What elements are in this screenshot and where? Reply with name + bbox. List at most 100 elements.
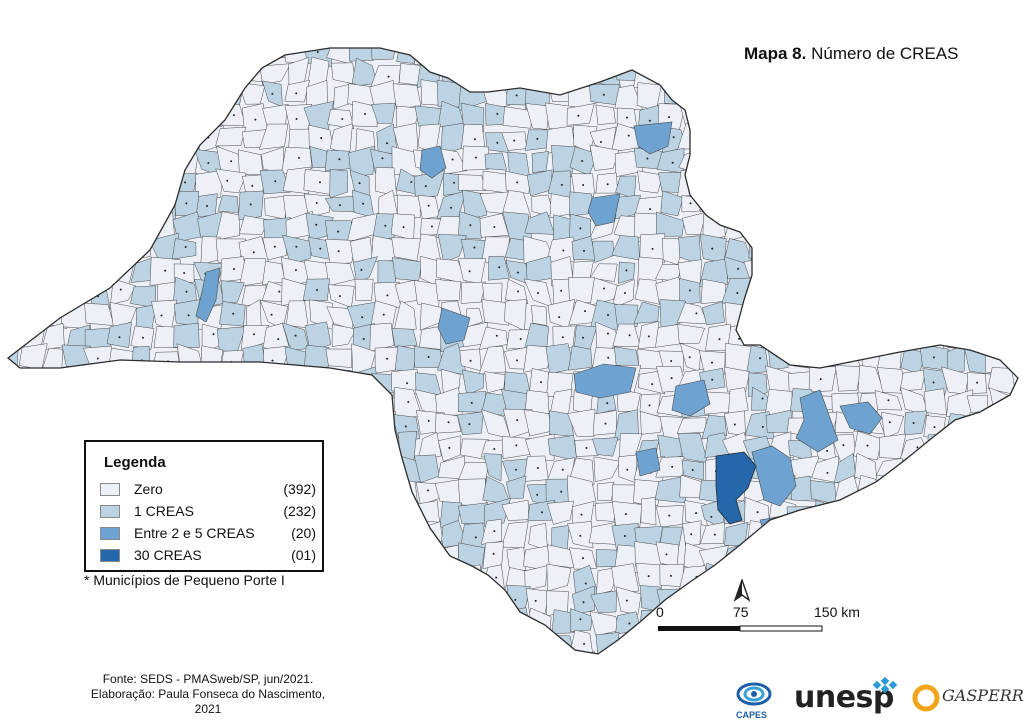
small-municipality-marker bbox=[363, 112, 366, 115]
small-municipality-marker bbox=[579, 534, 582, 537]
municipality bbox=[766, 279, 794, 307]
small-municipality-marker bbox=[339, 449, 342, 452]
small-municipality-marker bbox=[846, 598, 849, 601]
municipality bbox=[39, 48, 66, 67]
small-municipality-marker bbox=[341, 668, 343, 670]
municipality bbox=[744, 130, 770, 153]
small-municipality-marker bbox=[448, 582, 451, 585]
municipality bbox=[919, 301, 949, 332]
municipality bbox=[1009, 501, 1018, 525]
small-municipality-marker bbox=[932, 337, 935, 340]
municipality bbox=[196, 58, 224, 89]
municipality bbox=[566, 103, 595, 126]
municipality bbox=[965, 477, 992, 504]
small-municipality-marker bbox=[10, 70, 13, 73]
small-municipality-marker bbox=[583, 666, 585, 668]
municipality bbox=[900, 194, 928, 216]
municipality bbox=[105, 80, 137, 110]
municipality bbox=[921, 653, 950, 654]
municipality bbox=[40, 80, 71, 105]
municipality bbox=[350, 608, 379, 640]
municipality bbox=[505, 278, 529, 305]
legend-count: (232) bbox=[283, 503, 316, 519]
municipality bbox=[990, 284, 1017, 304]
small-municipality-marker bbox=[271, 92, 274, 95]
municipality bbox=[876, 327, 907, 350]
small-municipality-marker bbox=[516, 419, 519, 422]
small-municipality-marker bbox=[51, 531, 54, 534]
municipality bbox=[64, 106, 88, 129]
small-municipality-marker bbox=[516, 181, 519, 184]
small-municipality-marker bbox=[1019, 74, 1021, 76]
municipality bbox=[813, 192, 839, 220]
municipality bbox=[633, 48, 665, 66]
small-municipality-marker bbox=[316, 288, 319, 291]
municipality bbox=[106, 321, 132, 348]
municipality bbox=[86, 167, 114, 198]
small-municipality-marker bbox=[690, 533, 693, 536]
small-municipality-marker bbox=[935, 94, 938, 97]
small-municipality-marker bbox=[534, 599, 537, 602]
small-municipality-marker bbox=[230, 160, 233, 163]
municipality bbox=[329, 477, 357, 507]
small-municipality-marker bbox=[361, 316, 364, 319]
municipality-2-to-5-creas bbox=[419, 145, 447, 179]
small-municipality-marker bbox=[670, 377, 673, 380]
municipality bbox=[461, 369, 485, 396]
small-municipality-marker bbox=[605, 74, 608, 77]
gasperr-logo: GASPERR bbox=[912, 684, 1024, 717]
municipality bbox=[90, 189, 111, 221]
small-municipality-marker bbox=[934, 488, 937, 491]
municipality bbox=[989, 305, 1015, 330]
municipality bbox=[941, 630, 972, 654]
small-municipality-marker bbox=[761, 397, 764, 400]
municipality bbox=[876, 60, 905, 89]
municipality bbox=[1012, 343, 1018, 376]
small-municipality-marker bbox=[887, 180, 890, 183]
small-municipality-marker bbox=[274, 180, 277, 183]
municipality bbox=[325, 239, 356, 265]
municipality bbox=[241, 636, 270, 654]
municipality bbox=[42, 564, 70, 588]
municipality bbox=[8, 105, 21, 132]
small-municipality-marker bbox=[161, 401, 164, 404]
municipality bbox=[129, 151, 154, 177]
municipality bbox=[901, 257, 924, 284]
small-municipality-marker bbox=[844, 161, 847, 164]
municipality bbox=[21, 680, 47, 703]
small-municipality-marker bbox=[316, 50, 319, 53]
municipality bbox=[919, 528, 952, 545]
municipality bbox=[922, 79, 951, 108]
small-municipality-marker bbox=[935, 73, 938, 76]
small-municipality-marker bbox=[360, 268, 363, 271]
municipality bbox=[18, 588, 47, 615]
municipality bbox=[940, 150, 968, 177]
small-municipality-marker bbox=[628, 334, 631, 337]
municipality bbox=[589, 144, 620, 171]
small-municipality-marker bbox=[956, 488, 959, 491]
small-municipality-marker bbox=[8, 158, 11, 161]
municipality bbox=[19, 394, 49, 415]
legend-label: Zero bbox=[134, 481, 163, 497]
municipality bbox=[987, 477, 1013, 508]
small-municipality-marker bbox=[981, 138, 984, 141]
municipality-30-creas bbox=[715, 451, 757, 525]
municipality bbox=[40, 477, 65, 507]
municipality bbox=[896, 145, 925, 177]
small-municipality-marker bbox=[383, 423, 386, 426]
small-municipality-marker bbox=[320, 136, 323, 139]
municipality bbox=[531, 305, 548, 326]
small-municipality-marker bbox=[30, 316, 33, 319]
small-municipality-marker bbox=[584, 310, 587, 313]
small-municipality-marker bbox=[430, 644, 433, 647]
municipality bbox=[8, 588, 27, 615]
municipality bbox=[8, 453, 22, 484]
small-municipality-marker bbox=[911, 94, 914, 97]
municipality bbox=[661, 61, 687, 85]
small-municipality-marker bbox=[689, 687, 691, 689]
municipality bbox=[809, 651, 840, 654]
municipality bbox=[944, 589, 973, 612]
municipality bbox=[437, 654, 466, 682]
municipality bbox=[391, 524, 420, 550]
municipality bbox=[809, 254, 840, 283]
